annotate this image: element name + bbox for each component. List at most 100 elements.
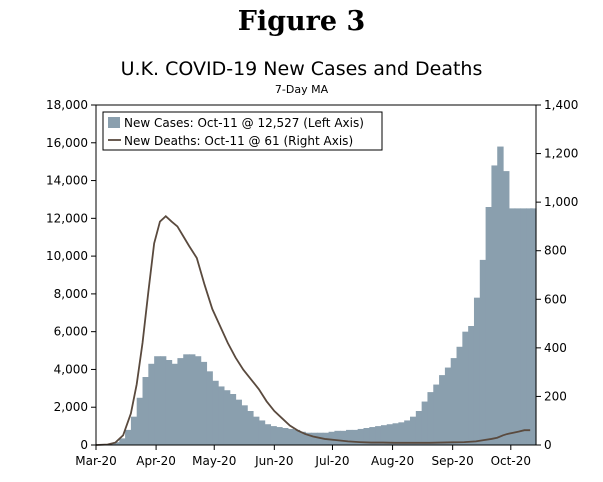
left-tick-label: 12,000	[46, 211, 88, 225]
cases-bar	[468, 326, 475, 445]
cases-bar	[346, 429, 353, 445]
chart-subtitle: 7-Day MA	[274, 83, 329, 96]
left-tick-label: 4,000	[54, 362, 88, 376]
right-tick-label: 1,000	[544, 195, 578, 209]
cases-bar	[427, 392, 434, 445]
right-tick-label: 1,200	[544, 147, 578, 161]
legend-label-cases: New Cases: Oct-11 @ 12,527 (Left Axis)	[124, 116, 364, 130]
cases-bar	[328, 431, 335, 445]
x-tick-label: Apr-20	[136, 454, 176, 468]
right-axis: 0 200 400 600 800 1,000 1,200 1,400	[536, 98, 578, 452]
cases-bar	[369, 427, 376, 445]
cases-bar	[194, 356, 202, 445]
cases-bar	[380, 425, 388, 445]
x-tick-label: Aug-20	[371, 454, 414, 468]
cases-bar	[241, 405, 248, 445]
cases-bar	[450, 358, 458, 445]
cases-bar	[415, 411, 423, 445]
cases-bar	[293, 429, 301, 445]
cases-bar	[299, 431, 306, 445]
legend-swatch-cases	[108, 117, 120, 128]
cases-bar	[148, 363, 155, 445]
cases-bar	[514, 208, 522, 445]
right-tick-label: 400	[544, 341, 567, 355]
cases-bar	[485, 207, 492, 445]
cases-bar	[165, 360, 173, 445]
left-tick-label: 2,000	[54, 400, 88, 414]
cases-bar	[479, 259, 487, 445]
legend-label-deaths: New Deaths: Oct-11 @ 61 (Right Axis)	[124, 134, 353, 148]
left-tick-label: 18,000	[46, 98, 88, 112]
x-tick-label: Sep-20	[432, 454, 474, 468]
x-tick-label: Jul-20	[314, 454, 349, 468]
cases-bar	[282, 428, 289, 445]
cases-bar	[189, 354, 196, 445]
cases-bar	[125, 429, 132, 445]
cases-bar	[183, 354, 190, 445]
cases-bar	[311, 432, 318, 445]
cases-bar	[113, 442, 120, 445]
plot-area-frame	[95, 104, 537, 446]
cases-bar	[247, 411, 254, 445]
cases-bar	[473, 297, 481, 445]
cases-bar	[530, 208, 537, 445]
right-tick-label: 0	[544, 438, 552, 452]
cases-bar	[340, 430, 347, 445]
cases-bar	[206, 371, 213, 445]
cases-bar	[404, 420, 411, 445]
left-tick-label: 6,000	[54, 325, 88, 339]
cases-bar	[253, 416, 260, 445]
cases-bar	[258, 420, 266, 445]
cases-bar	[357, 428, 365, 445]
cases-bar	[398, 422, 405, 445]
cases-bar	[386, 424, 394, 445]
cases-bar	[142, 377, 149, 445]
cases-bar	[375, 426, 382, 445]
x-tick-label: Mar-20	[75, 454, 116, 468]
x-axis: Mar-20 Apr-20 May-20 Jun-20 Jul-20 Aug-20 Sep-…	[75, 445, 531, 468]
cases-bar	[444, 367, 452, 445]
x-tick-label: May-20	[192, 454, 236, 468]
cases-bar	[171, 363, 178, 445]
cases-bar	[159, 356, 167, 445]
right-tick-label: 600	[544, 292, 567, 306]
cases-bar	[526, 208, 533, 445]
cases-bar	[154, 356, 161, 445]
legend-frame	[102, 111, 383, 151]
cases-bar	[119, 438, 126, 445]
cases-bar	[287, 428, 295, 445]
cases-bar	[235, 399, 242, 445]
right-tick-label: 1,400	[544, 98, 578, 112]
cases-bar	[392, 423, 399, 445]
right-tick-label: 800	[544, 244, 567, 258]
left-tick-label: 8,000	[54, 287, 88, 301]
cases-bar	[223, 390, 231, 445]
cases-bars	[101, 146, 537, 446]
cases-bar	[218, 386, 225, 445]
cases-bar	[334, 430, 341, 445]
chart-title: U.K. COVID-19 New Cases and Deaths	[120, 58, 483, 80]
x-tick-label: Jun-20	[254, 454, 293, 468]
right-tick-label: 200	[544, 389, 567, 403]
x-tick-label: Oct-20	[491, 454, 531, 468]
left-tick-label: 14,000	[46, 174, 88, 188]
cases-bar	[177, 358, 184, 445]
cases-bar	[136, 397, 144, 445]
deaths-series-line	[95, 215, 531, 446]
cases-bar	[520, 208, 527, 445]
cases-bar	[491, 165, 498, 445]
left-tick-label: 16,000	[46, 136, 88, 150]
cases-bar	[439, 375, 446, 445]
cases-bar	[421, 401, 429, 445]
cases-bar	[130, 416, 138, 445]
left-tick-label: 10,000	[46, 249, 88, 263]
left-tick-label: 0	[80, 438, 88, 452]
left-axis: 0 2,000 4,000 6,000 8,000 10,000 12,000 14,000 1…	[46, 98, 96, 452]
cases-bar	[229, 394, 237, 445]
cases-bar	[270, 426, 277, 445]
cases-bar	[264, 424, 272, 445]
cases-bar	[456, 346, 463, 445]
cases-bar	[363, 428, 370, 445]
cases-bar	[212, 380, 219, 445]
